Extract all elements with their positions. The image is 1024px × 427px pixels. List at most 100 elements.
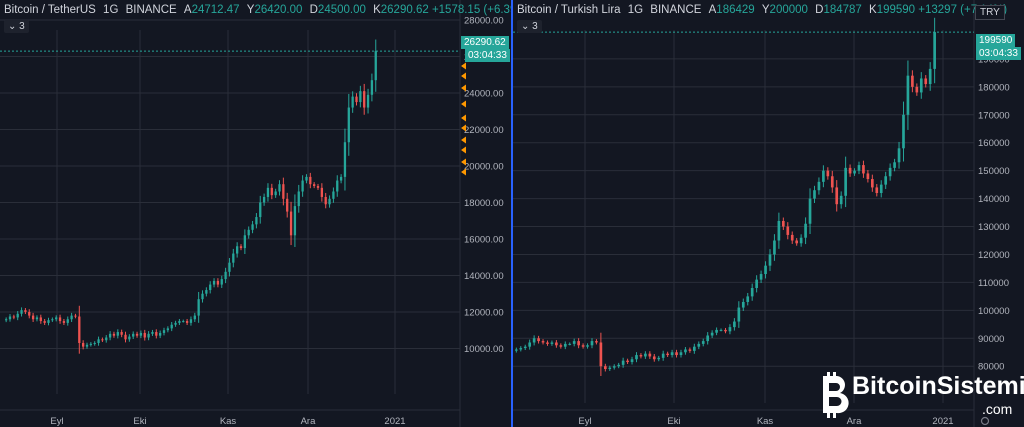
candle-body xyxy=(795,240,799,244)
low-value: 24500.00 xyxy=(317,4,366,16)
bar-countdown: 03:04:33 xyxy=(465,49,510,62)
high-value: 200000 xyxy=(769,4,808,16)
open-value: 186429 xyxy=(716,4,755,16)
candle-body xyxy=(247,229,250,236)
candle-body xyxy=(604,366,607,370)
candle xyxy=(595,339,598,345)
candle xyxy=(212,278,216,288)
currency-badge[interactable]: TRY xyxy=(975,5,1005,20)
candle-body xyxy=(282,184,285,199)
candle-body xyxy=(20,310,23,314)
candle xyxy=(693,343,696,354)
candle-body xyxy=(174,322,177,325)
candle xyxy=(857,161,861,175)
candle xyxy=(532,335,536,346)
candlestick-chart-btc-usdt[interactable]: 28000.0026000.0024000.0022000.0020000.00… xyxy=(0,0,512,427)
alert-marker-icon[interactable] xyxy=(461,72,466,80)
alert-marker-icon[interactable] xyxy=(461,146,466,154)
y-tick-label: 100000 xyxy=(978,306,1010,317)
candle xyxy=(78,305,81,354)
candle-body xyxy=(82,342,85,347)
candle xyxy=(162,327,166,336)
candle xyxy=(374,39,377,92)
candle-body xyxy=(710,332,714,336)
candle xyxy=(43,318,46,325)
candle xyxy=(359,85,362,108)
candle-body xyxy=(684,349,687,353)
candle xyxy=(897,141,901,169)
symbol-label[interactable]: Bitcoin / Turkish Lira xyxy=(517,4,621,16)
candle xyxy=(12,314,16,320)
candle-body xyxy=(270,187,273,196)
candle xyxy=(706,332,710,345)
candle xyxy=(630,356,634,365)
open-label: A xyxy=(708,4,717,16)
alert-marker-icon[interactable] xyxy=(461,136,466,144)
chart-panel-btc-usdt[interactable]: 28000.0026000.0024000.0022000.0020000.00… xyxy=(0,0,512,427)
candle-body xyxy=(66,319,69,323)
symbol-label[interactable]: Bitcoin / TetherUS xyxy=(4,4,96,16)
candle xyxy=(764,261,767,279)
candle xyxy=(309,172,312,189)
alert-marker-icon[interactable] xyxy=(461,124,466,132)
candle-body xyxy=(773,240,776,255)
alert-marker-icon[interactable] xyxy=(461,114,466,122)
candle-body xyxy=(835,187,839,205)
candle-body xyxy=(626,360,629,363)
interval-label[interactable]: 1G xyxy=(627,4,644,16)
candle-body xyxy=(857,165,861,171)
alert-marker-icon[interactable] xyxy=(461,62,466,70)
candle xyxy=(297,184,300,213)
candle-body xyxy=(12,316,16,318)
candle-body xyxy=(844,167,847,196)
candle xyxy=(193,312,196,322)
candle-body xyxy=(101,339,104,341)
candlestick-chart-btc-try[interactable]: 1900001800001700001600001500001400001300… xyxy=(513,0,1024,427)
candle-body xyxy=(366,94,370,108)
alert-marker-icon[interactable] xyxy=(461,168,466,176)
candle xyxy=(755,275,758,293)
candle-body xyxy=(363,91,366,108)
y-tick-label: 140000 xyxy=(978,194,1010,205)
candle-body xyxy=(31,315,35,320)
candle xyxy=(85,342,89,349)
x-tick-label: Eki xyxy=(667,416,680,427)
indicators-toggle[interactable]: ⌄ 3 xyxy=(4,20,29,33)
candle-body xyxy=(336,180,339,192)
candle xyxy=(879,180,883,198)
alert-marker-icon[interactable] xyxy=(461,158,466,166)
candle xyxy=(20,307,23,317)
alert-marker-icon[interactable] xyxy=(461,100,466,108)
candle xyxy=(741,298,745,311)
candle xyxy=(648,351,652,359)
candle xyxy=(155,329,158,339)
chart-panel-btc-try[interactable]: 1900001800001700001600001500001400001300… xyxy=(513,0,1024,427)
candle xyxy=(675,349,678,358)
candle xyxy=(822,165,825,188)
candle-body xyxy=(688,349,692,351)
gear-icon[interactable] xyxy=(980,416,990,426)
candle-body xyxy=(224,271,227,280)
candle xyxy=(47,317,50,326)
indicators-toggle[interactable]: ⌄ 3 xyxy=(517,20,542,33)
alert-marker-icon[interactable] xyxy=(461,84,466,92)
candle xyxy=(278,180,281,196)
candle-body xyxy=(239,246,243,249)
candle xyxy=(239,244,243,251)
candle-body xyxy=(328,198,331,205)
interval-label[interactable]: 1G xyxy=(103,4,119,16)
candle xyxy=(830,170,834,193)
candle-body xyxy=(24,310,27,312)
pane-divider[interactable] xyxy=(511,0,513,427)
candle-body xyxy=(212,280,216,285)
candle-body xyxy=(590,341,594,346)
candle-body xyxy=(74,315,77,317)
candle xyxy=(523,344,527,351)
last-price-tag: 199590 xyxy=(976,34,1016,47)
candle xyxy=(528,339,532,350)
y-tick-label: 130000 xyxy=(978,222,1010,233)
x-tick-label: 2021 xyxy=(384,416,405,427)
candle xyxy=(370,73,374,102)
y-tick-label: 150000 xyxy=(978,166,1010,177)
candle-body xyxy=(143,332,146,338)
